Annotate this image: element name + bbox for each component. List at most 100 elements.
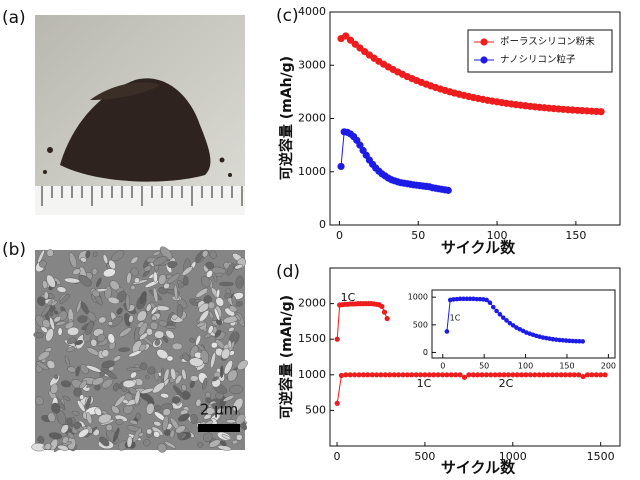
data-point [505,372,511,378]
data-point [347,372,353,378]
x-tick-label: 150 [565,229,586,242]
data-point [444,186,452,194]
data-point [487,300,493,306]
x-tick-label: 500 [414,450,435,463]
panel-label: (b) [2,240,26,260]
data-point [557,337,562,343]
data-point [576,372,582,378]
data-point [497,312,503,317]
data-point [477,296,483,302]
data-point [467,296,473,302]
y-axis-label: 可逆容量 (mAh/g) [278,56,295,180]
data-point [545,372,551,378]
y-tick-label: 0 [319,218,326,231]
data-point [378,372,384,378]
annotation: 1C [417,377,432,390]
data-point [475,372,481,378]
sem-image: 2 μm [31,246,248,453]
data-point [431,372,437,378]
data-point [457,296,463,302]
data-point [580,373,586,380]
data-point [488,372,494,378]
data-point [360,372,366,378]
data-point [343,372,349,378]
x-axis-label: サイクル数 [441,459,516,477]
data-point [494,308,499,314]
data-point [527,372,533,378]
data-point [365,372,371,378]
annotation: 1C [450,314,461,323]
data-point [598,372,604,378]
data-point [466,372,472,378]
data-point [532,372,538,378]
data-point [461,374,468,380]
data-point [563,338,569,343]
data-point [540,372,547,378]
y-tick-label: 0 [423,348,428,357]
data-point [439,372,446,378]
chart: 0 50 100 150 200 0 500 1000 1C [408,289,616,371]
x-axis-label: サイクル数 [441,239,516,257]
x-tick-label: 150 [559,362,574,371]
data-point [417,372,424,378]
data-point [497,372,503,378]
data-point [451,297,456,302]
data-point [379,303,385,310]
data-point [602,372,608,378]
data-point [382,372,388,378]
data-point [500,315,506,320]
data-point [567,372,573,378]
y-axis-label: 可逆容量 (mAh/g) [278,295,295,419]
data-point [580,339,586,344]
data-point [391,372,397,378]
data-point [444,329,450,334]
data-point [562,372,569,378]
x-tick-label: 100 [518,362,533,371]
data-point [387,372,393,378]
legend-box [467,29,613,73]
data-point [461,296,466,302]
data-point [448,372,454,378]
y-tick-label: 500 [305,403,326,416]
y-tick-label: 1500 [298,332,326,345]
data-point [356,141,364,149]
data-point [373,372,380,378]
data-point [342,32,350,40]
data-point [573,338,579,344]
annotation: 2C [499,377,514,390]
data-point [554,372,560,378]
x-tick-label: 1000 [499,450,527,463]
data-point [426,372,432,378]
data-point [593,372,599,378]
powder-photo [35,15,245,215]
x-tick-label: 50 [479,362,489,371]
data-point [558,372,564,378]
y-tick-label: 1000 [408,293,428,302]
data-point [504,318,509,323]
y-tick-label: 3000 [298,58,326,71]
data-point [490,304,496,310]
data-point [549,372,555,378]
data-point [435,372,441,378]
x-tick-label: 0 [336,229,343,242]
y-tick-label: 2000 [298,297,326,310]
data-point [334,400,340,406]
data-point [510,323,516,328]
panel-label: (d) [276,262,300,282]
plot-frame [431,289,616,359]
y-tick-label: 1000 [298,368,326,381]
x-tick-label: 1500 [587,450,615,463]
data-point [413,372,419,378]
panel-label: (c) [276,6,299,26]
data-point [346,36,355,44]
data-point [518,372,525,378]
legend-label: ポーラスシリコン粉末 [500,36,595,48]
data-point [381,309,388,315]
scale-bar-label: 2 μm [200,401,238,419]
data-point [369,372,375,378]
data-point [404,372,410,378]
data-point [584,372,591,378]
data-point [483,372,490,378]
data-point [514,372,520,378]
